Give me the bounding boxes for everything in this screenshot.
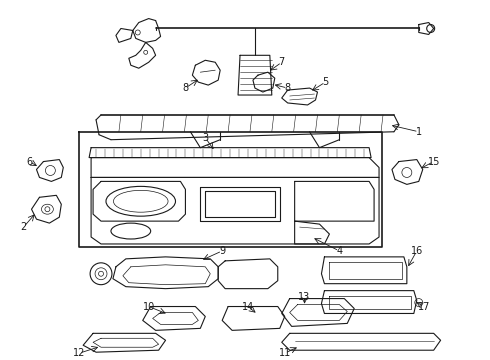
Text: 13: 13 (298, 292, 311, 302)
Text: 1: 1 (416, 127, 422, 137)
Text: 7: 7 (279, 57, 285, 67)
Text: 16: 16 (411, 246, 423, 256)
Text: 3: 3 (202, 133, 208, 143)
Text: 14: 14 (242, 302, 254, 311)
Text: 8: 8 (285, 83, 291, 93)
Text: 15: 15 (427, 157, 440, 167)
Text: 6: 6 (26, 157, 33, 167)
Text: 5: 5 (322, 77, 329, 87)
Text: 8: 8 (182, 83, 189, 93)
Text: 11: 11 (279, 348, 291, 358)
Text: 4: 4 (336, 246, 343, 256)
Text: 9: 9 (219, 246, 225, 256)
Text: 17: 17 (417, 302, 430, 311)
Text: 12: 12 (73, 348, 85, 358)
Text: 10: 10 (143, 302, 155, 311)
Text: 2: 2 (21, 222, 26, 232)
